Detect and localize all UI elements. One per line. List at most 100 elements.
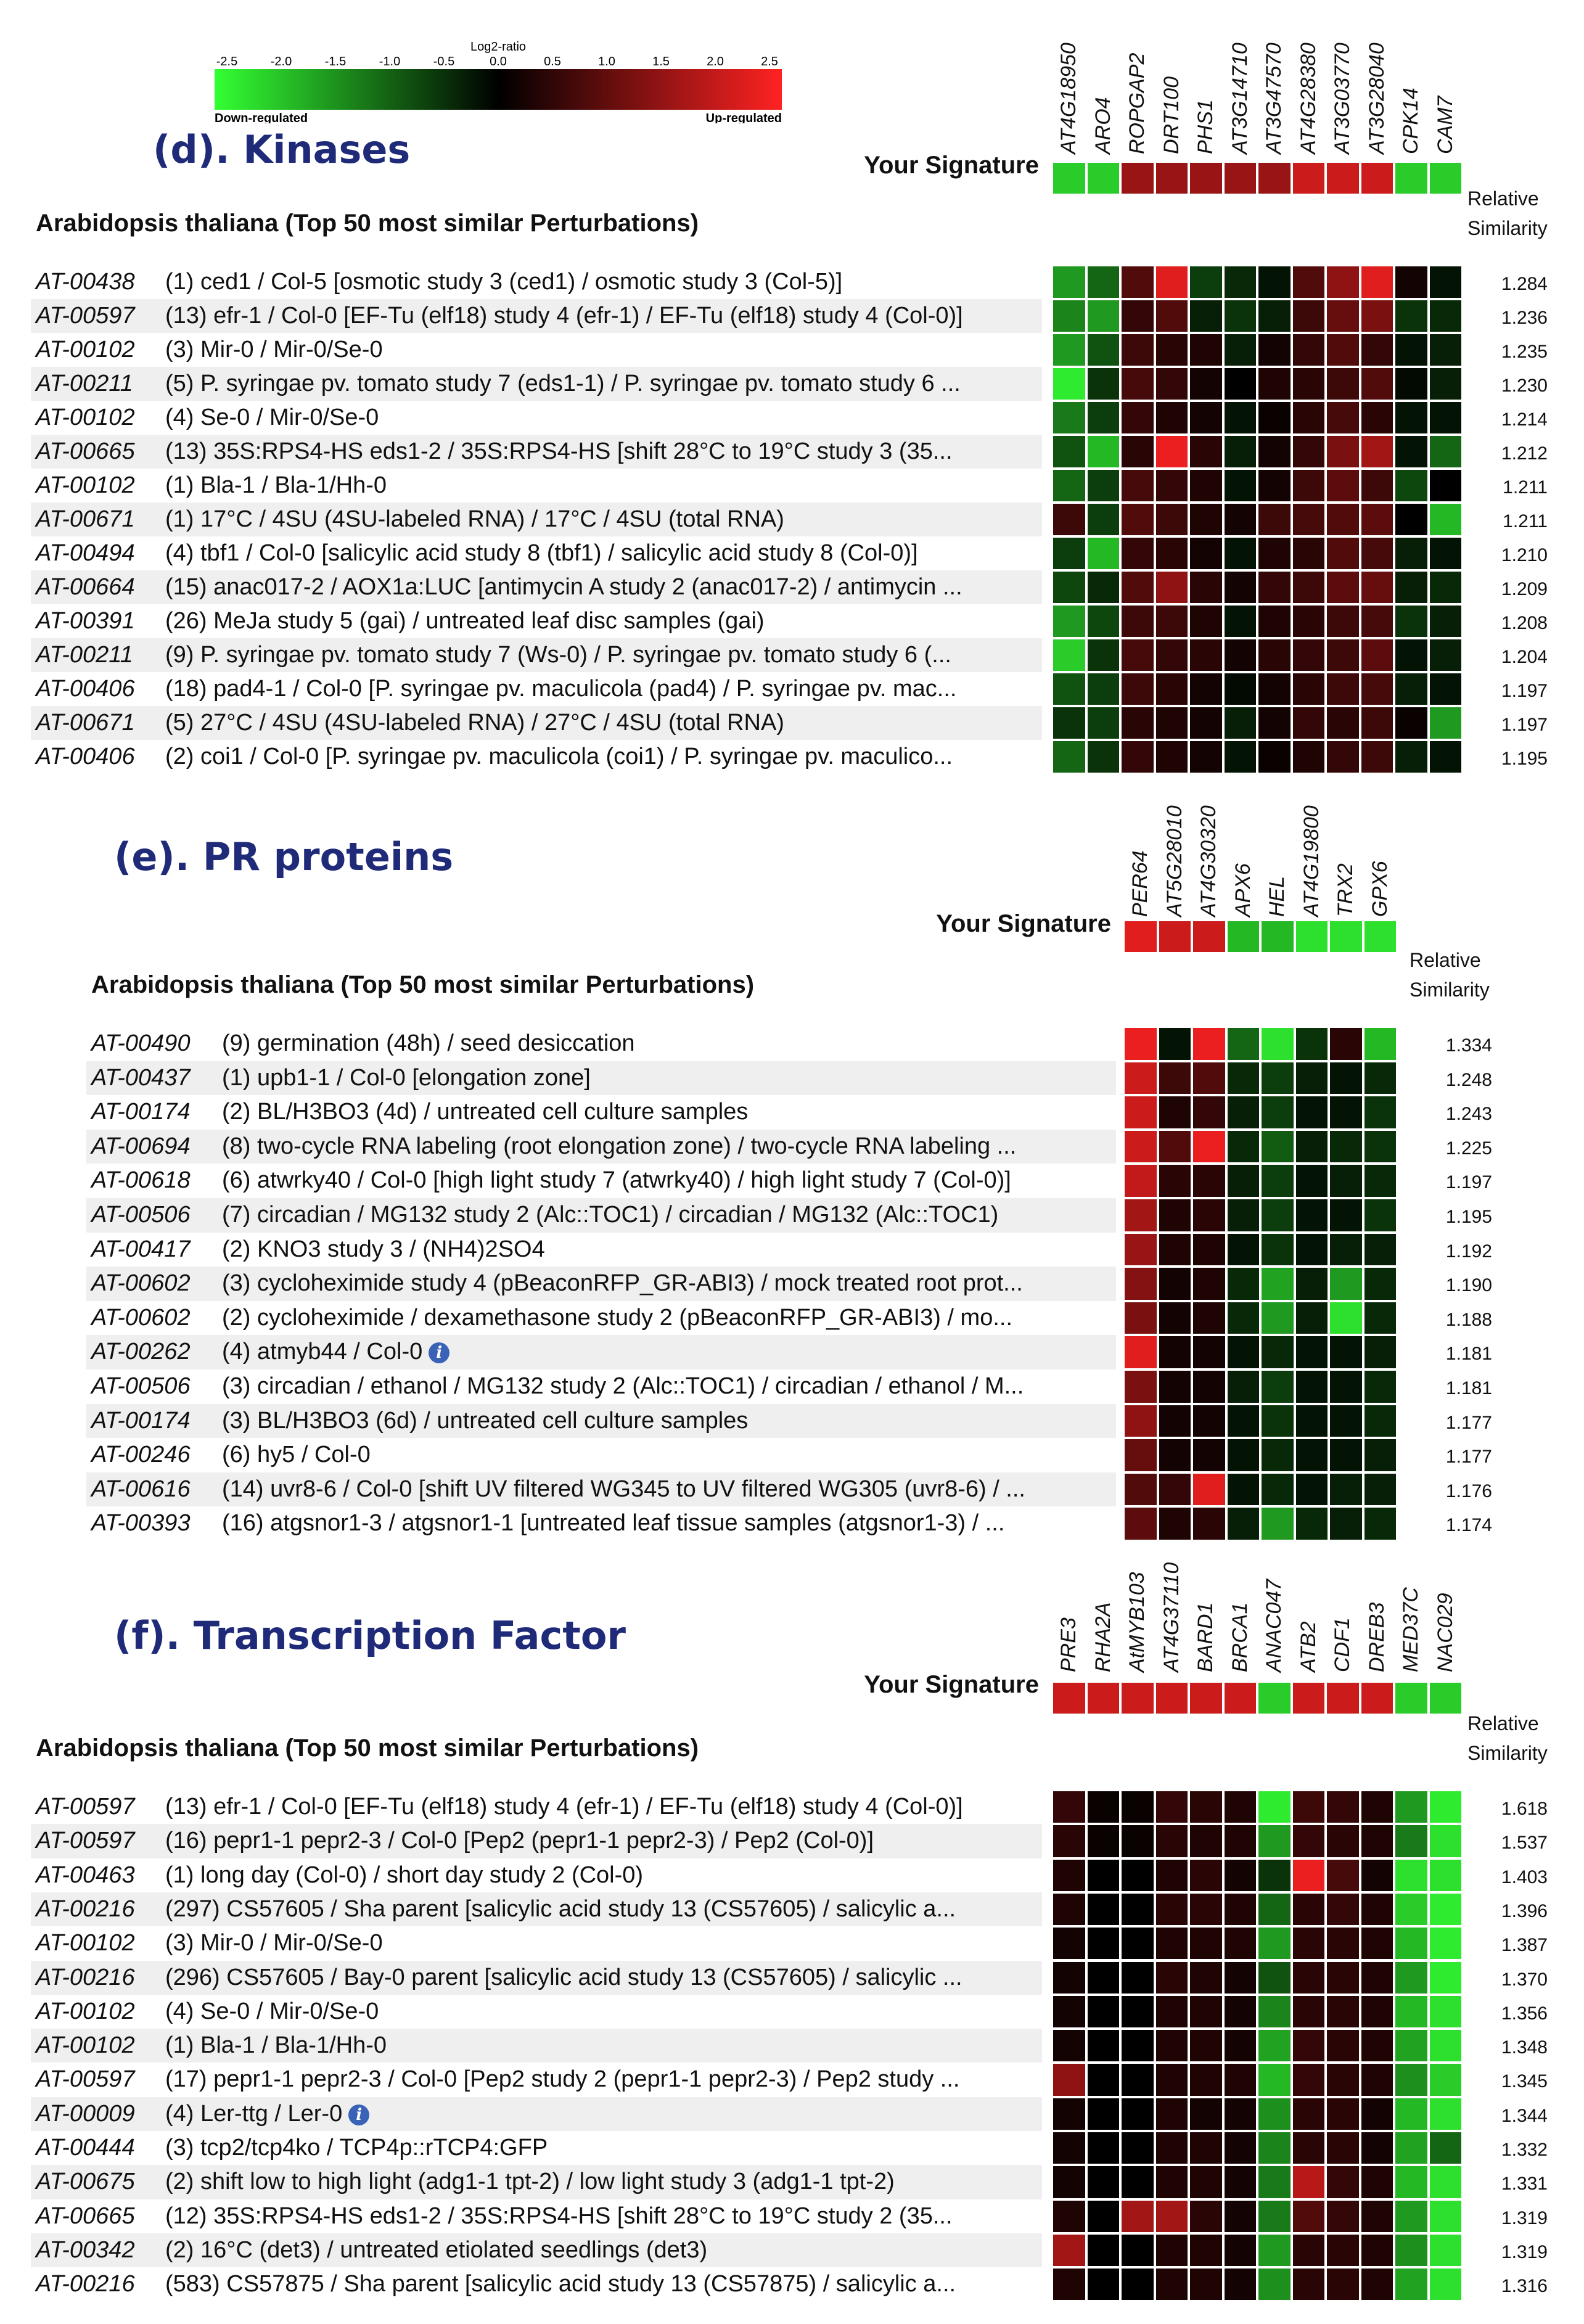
perturbation-row[interactable]: AT-00506 (7) circadian / MG132 study 2 (A…	[86, 1198, 1116, 1233]
heatmap-cell	[1052, 706, 1086, 740]
similarity-value: 1.212	[1501, 443, 1548, 464]
heatmap-cell	[1394, 2199, 1429, 2233]
perturbation-row[interactable]: AT-00438 (1) ced1 / Col-5 [osmotic study …	[31, 265, 1042, 299]
perturbation-row[interactable]: AT-00437 (1) upb1-1 / Col-0 [elongation z…	[86, 1061, 1116, 1096]
heatmap-cell	[1154, 1994, 1189, 2029]
perturbation-row[interactable]: AT-00671 (1) 17°C / 4SU (4SU-labeled RNA)…	[31, 503, 1042, 536]
heatmap-cell	[1189, 503, 1223, 536]
perturbation-row[interactable]: AT-00664 (15) anac017-2 / AOX1a:LUC [anti…	[31, 570, 1042, 604]
perturbation-row[interactable]: AT-00102 (1) Bla-1 / Bla-1/Hh-0	[31, 469, 1042, 503]
heatmap-cell	[1394, 570, 1429, 604]
heatmap-cell	[1394, 604, 1429, 638]
gene-label: AtMYB103	[1125, 1572, 1149, 1672]
perturbation-row[interactable]: AT-00597 (13) efr-1 / Col-0 [EF-Tu (elf18…	[31, 299, 1042, 333]
perturbation-row[interactable]: AT-00618 (6) atwrky40 / Col-0 [high light…	[86, 1164, 1116, 1198]
perturbation-row[interactable]: AT-00490 (9) germination (48h) / seed des…	[86, 1027, 1116, 1061]
perturbation-row[interactable]: AT-00216 (583) CS57875 / Sha parent [sali…	[31, 2267, 1042, 2301]
perturbation-row[interactable]: AT-00675 (2) shift low to high light (adg…	[31, 2165, 1042, 2199]
perturbation-row[interactable]: AT-00506 (3) circadian / ethanol / MG132 …	[86, 1369, 1116, 1404]
heatmap-cell	[1428, 299, 1463, 333]
heatmap-cell	[1326, 2063, 1360, 2097]
heatmap-cell	[1154, 2233, 1189, 2268]
perturbation-row[interactable]: AT-00463 (1) long day (Col-0) / short day…	[31, 1858, 1042, 1892]
signature-cell	[1189, 162, 1223, 195]
signature-cell	[1326, 1681, 1360, 1715]
heatmap-cell	[1291, 2029, 1326, 2063]
perturbation-description-text: (4) tbf1 / Col-0 [salicylic acid study 8…	[165, 540, 918, 566]
perturbation-row[interactable]: AT-00211 (5) P. syringae pv. tomato study…	[31, 367, 1042, 401]
perturbation-row[interactable]: AT-00602 (2) cycloheximide / dexamethason…	[86, 1301, 1116, 1336]
perturbation-description: (9) germination (48h) / seed desiccation	[222, 1030, 635, 1057]
perturbation-row[interactable]: AT-00102 (1) Bla-1 / Bla-1/Hh-0	[31, 2029, 1042, 2063]
gene-label: DREB3	[1364, 1602, 1389, 1672]
perturbation-row[interactable]: AT-00102 (4) Se-0 / Mir-0/Se-0	[31, 1995, 1042, 2029]
perturbation-id: AT-00616	[91, 1476, 191, 1502]
heatmap-cell	[1052, 2199, 1086, 2233]
heatmap-cell	[1052, 2165, 1086, 2199]
heatmap-cell	[1189, 1824, 1223, 1858]
perturbation-row[interactable]: AT-00246 (6) hy5 / Col-0	[86, 1438, 1116, 1472]
perturbation-row[interactable]: AT-00616 (14) uvr8-6 / Col-0 [shift UV fi…	[86, 1472, 1116, 1507]
perturbation-row[interactable]: AT-00102 (4) Se-0 / Mir-0/Se-0	[31, 401, 1042, 435]
perturbation-row[interactable]: AT-00665 (13) 35S:RPS4-HS eds1-2 / 35S:RP…	[31, 435, 1042, 469]
heatmap-cell	[1157, 1300, 1192, 1336]
perturbation-row[interactable]: AT-00342 (2) 16°C (det3) / untreated etio…	[31, 2233, 1042, 2268]
perturbation-row[interactable]: AT-00174 (3) BL/H3BO3 (6d) / untreated ce…	[86, 1403, 1116, 1439]
perturbation-description-text: (15) anac017-2 / AOX1a:LUC [antimycin A …	[165, 574, 962, 600]
perturbation-description-text: (18) pad4-1 / Col-0 [P. syringae pv. mac…	[165, 676, 957, 702]
perturbation-row[interactable]: AT-00262 (4) atmyb44 / Col-0 i	[86, 1335, 1116, 1369]
perturbation-row[interactable]: AT-00597 (17) pepr1-1 pepr2-3 / Col-0 [Pe…	[31, 2063, 1042, 2096]
heatmap-cell	[1363, 1369, 1397, 1404]
similarity-value: 1.235	[1501, 342, 1548, 362]
heatmap-cell	[1326, 570, 1360, 604]
perturbation-row[interactable]: AT-00102 (3) Mir-0 / Mir-0/Se-0	[31, 1926, 1042, 1960]
perturbation-row[interactable]: AT-00597 (13) efr-1 / Col-0 [EF-Tu (elf18…	[31, 1790, 1042, 1824]
info-icon[interactable]: i	[348, 2104, 370, 2125]
heatmap-cell	[1260, 1438, 1295, 1472]
perturbation-id: AT-00102	[36, 2032, 135, 2059]
gene-label: AT4G28380	[1296, 43, 1320, 154]
perturbation-row[interactable]: AT-00417 (2) KNO3 study 3 / (NH4)2SO4	[86, 1233, 1116, 1267]
heatmap-cell	[1086, 570, 1120, 604]
heatmap-cell	[1394, 469, 1429, 503]
heatmap-cell	[1086, 1790, 1120, 1825]
heatmap-cell	[1260, 1164, 1295, 1198]
perturbation-row[interactable]: AT-00597 (16) pepr1-1 pepr2-3 / Col-0 [Pe…	[31, 1824, 1042, 1858]
perturbation-description: (1) upb1-1 / Col-0 [elongation zone]	[222, 1065, 591, 1091]
perturbation-row[interactable]: AT-00211 (9) P. syringae pv. tomato study…	[31, 638, 1042, 672]
heatmap-cell	[1329, 1267, 1363, 1301]
heatmap-cell	[1291, 333, 1326, 367]
heatmap-cell	[1394, 1790, 1429, 1825]
heatmap-cell	[1360, 2063, 1394, 2097]
perturbation-row[interactable]: AT-00665 (12) 35S:RPS4-HS eds1-2 / 35S:RP…	[31, 2199, 1042, 2233]
perturbation-row[interactable]: AT-00602 (3) cycloheximide study 4 (pBeac…	[86, 1267, 1116, 1301]
log2-ratio-colorbar: Log2-ratio -2.5 -2.0 -1.5 -1.0 -0.5 0.0 0.5 1.0…	[215, 40, 782, 123]
perturbation-description-text: (2) 16°C (det3) / untreated etiolated se…	[165, 2236, 708, 2263]
heatmap-cell	[1360, 1790, 1394, 1825]
heatmap-cell	[1363, 1403, 1397, 1439]
heatmap-cell	[1291, 367, 1326, 401]
gene-label: TRX2	[1334, 863, 1357, 917]
perturbation-row[interactable]: AT-00406 (18) pad4-1 / Col-0 [P. syringae…	[31, 672, 1042, 706]
perturbation-row[interactable]: AT-00009 (4) Ler-ttg / Ler-0 i	[31, 2096, 1042, 2131]
perturbation-row[interactable]: AT-00671 (5) 27°C / 4SU (4SU-labeled RNA)…	[31, 706, 1042, 740]
perturbation-row[interactable]: AT-00102 (3) Mir-0 / Mir-0/Se-0	[31, 333, 1042, 367]
perturbation-row[interactable]: AT-00216 (296) CS57605 / Bay-0 parent [sa…	[31, 1960, 1042, 1995]
perturbation-row[interactable]: AT-00174 (2) BL/H3BO3 (4d) / untreated ce…	[86, 1095, 1116, 1130]
perturbation-row[interactable]: AT-00393 (16) atgsnor1-3 / atgsnor1-1 [un…	[86, 1506, 1116, 1541]
heatmap-cell	[1086, 536, 1120, 570]
perturbation-row[interactable]: AT-00494 (4) tbf1 / Col-0 [salicylic acid…	[31, 536, 1042, 570]
similarity-value: 1.214	[1501, 409, 1548, 430]
perturbation-row[interactable]: AT-00406 (2) coi1 / Col-0 [P. syringae pv…	[31, 740, 1042, 774]
heatmap-cell	[1394, 2267, 1429, 2302]
info-icon[interactable]: i	[429, 1342, 450, 1364]
heatmap-cell	[1226, 1472, 1260, 1507]
heatmap-cell	[1189, 2096, 1223, 2131]
heatmap-cell	[1154, 2063, 1189, 2097]
perturbation-row[interactable]: AT-00694 (8) two-cycle RNA labeling (root…	[86, 1129, 1116, 1164]
perturbation-row[interactable]: AT-00216 (297) CS57605 / Sha parent [sali…	[31, 1892, 1042, 1927]
heatmap-cell	[1360, 2199, 1394, 2233]
heatmap-cell	[1120, 1926, 1155, 1961]
perturbation-row[interactable]: AT-00391 (26) MeJa study 5 (gai) / untrea…	[31, 604, 1042, 638]
perturbation-row[interactable]: AT-00444 (3) tcp2/tcp4ko / TCP4p::rTCP4:G…	[31, 2131, 1042, 2165]
